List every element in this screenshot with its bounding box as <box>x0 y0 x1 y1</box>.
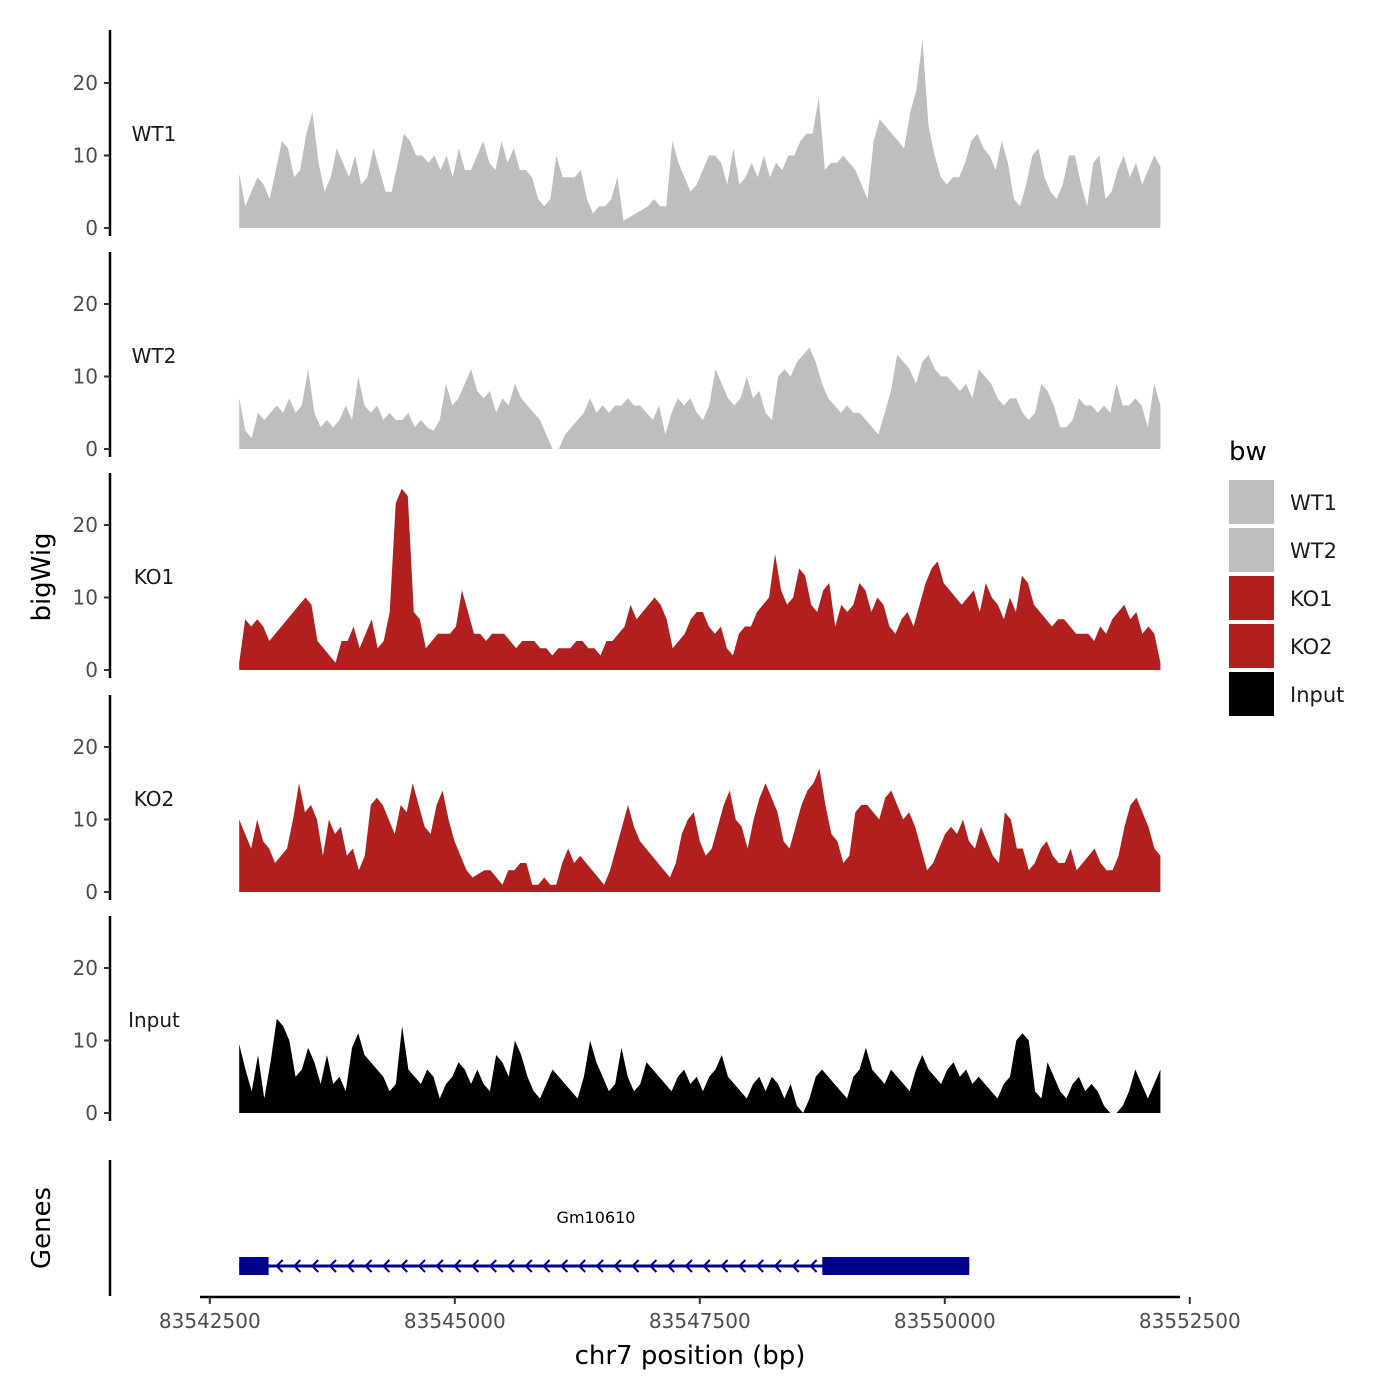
gene-gm10610: Gm10610 <box>239 1208 970 1275</box>
legend-label: WT2 <box>1290 539 1337 563</box>
track-label-ko1: KO1 <box>134 565 175 589</box>
x-axis-title: chr7 position (bp) <box>575 1341 806 1371</box>
strand-arrow <box>791 1259 800 1273</box>
strand-arrow <box>773 1259 782 1273</box>
y-tick-label: 10 <box>73 365 98 389</box>
legend-label: Input <box>1290 683 1344 707</box>
legend-item-ko1: KO1 <box>1229 576 1333 620</box>
strand-arrow <box>613 1259 622 1273</box>
strand-arrow <box>542 1259 551 1273</box>
strand-arrow <box>737 1259 747 1273</box>
y-tick-label: 0 <box>85 216 98 240</box>
legend-swatch <box>1229 576 1274 620</box>
strand-arrow <box>328 1259 337 1273</box>
strand-arrow <box>720 1259 729 1273</box>
area-ko2 <box>239 768 1161 892</box>
y-axis-title: bigWig <box>27 532 57 621</box>
gene-label: Gm10610 <box>557 1208 636 1227</box>
legend-label: KO2 <box>1290 635 1333 659</box>
strand-arrow <box>524 1259 533 1273</box>
strand-arrow <box>488 1259 497 1273</box>
y-tick-label: 0 <box>85 437 98 461</box>
y-tick-label: 10 <box>73 808 98 832</box>
legend-item-ko2: KO2 <box>1229 624 1333 668</box>
strand-arrow <box>292 1259 302 1273</box>
legend-item-wt2: WT2 <box>1229 528 1337 572</box>
strand-arrow <box>631 1259 640 1273</box>
strand-arrow <box>453 1259 462 1273</box>
strand-arrow <box>684 1259 693 1273</box>
y-tick-label: 10 <box>73 1029 98 1053</box>
strand-arrow <box>666 1259 675 1273</box>
area-input <box>239 1018 1161 1113</box>
area-wt1 <box>239 39 1161 228</box>
legend-label: KO1 <box>1290 587 1333 611</box>
y-tick-label: 0 <box>85 1101 98 1125</box>
y-tick-label: 0 <box>85 658 98 682</box>
gene-track: Gm10610 <box>108 1160 970 1296</box>
legend-swatch <box>1229 624 1274 668</box>
track-label-input: Input <box>128 1008 180 1032</box>
legend-swatch <box>1229 672 1274 716</box>
strand-arrow <box>381 1259 391 1273</box>
genes-axis-title: Genes <box>27 1187 57 1269</box>
y-tick-label: 20 <box>73 71 98 95</box>
track-label-ko2: KO2 <box>134 787 175 811</box>
strand-arrow <box>310 1259 319 1273</box>
strand-arrow <box>595 1259 604 1273</box>
track-wt1: 0 10 20 WT1 <box>73 30 1161 240</box>
strand-arrow <box>346 1259 355 1273</box>
track-ko1: 0 10 20 KO1 <box>73 473 1161 682</box>
y-tick-label: 10 <box>73 144 98 168</box>
x-tick-label: 83547500 <box>649 1309 751 1333</box>
strand-arrow <box>506 1259 515 1273</box>
y-tick-label: 10 <box>73 586 98 610</box>
area-wt2 <box>239 347 1161 449</box>
y-tick-label: 20 <box>73 735 98 759</box>
x-axis: 83542500 83545000 83547500 83550000 83552500 <box>159 1295 1241 1333</box>
legend-title: bw <box>1229 437 1267 467</box>
track-label-wt1: WT1 <box>132 122 177 146</box>
strand-arrow <box>470 1259 480 1273</box>
strand-arrow <box>577 1259 586 1273</box>
strand-arrow <box>435 1259 444 1273</box>
strand-arrow <box>399 1259 408 1273</box>
legend-item-input: Input <box>1229 672 1344 716</box>
strand-arrow <box>559 1259 569 1273</box>
y-tick-label: 20 <box>73 292 98 316</box>
legend: bw WT1 WT2 KO1 KO2 Input <box>1229 437 1344 716</box>
strand-arrow <box>702 1259 711 1273</box>
x-tick-label: 83542500 <box>159 1309 261 1333</box>
tracks-layer: 0 10 20 WT1 0 10 20 WT2 0 10 20 KO1 0 10 20 KO2 0 10 20 Inp… <box>73 30 1161 1125</box>
strand-arrow <box>364 1259 373 1273</box>
strand-arrow <box>809 1259 818 1273</box>
y-tick-label: 0 <box>85 880 98 904</box>
area-ko1 <box>239 488 1161 670</box>
track-label-wt2: WT2 <box>132 344 177 368</box>
x-tick-label: 83552500 <box>1139 1309 1241 1333</box>
y-tick-label: 20 <box>73 956 98 980</box>
legend-swatch <box>1229 528 1274 572</box>
gene-exon <box>822 1257 970 1275</box>
legend-label: WT1 <box>1290 491 1337 515</box>
y-tick-label: 20 <box>73 513 98 537</box>
x-tick-label: 83550000 <box>894 1309 996 1333</box>
legend-swatch <box>1229 480 1274 524</box>
legend-item-wt1: WT1 <box>1229 480 1337 524</box>
strand-arrow <box>275 1259 284 1273</box>
track-ko2: 0 10 20 KO2 <box>73 695 1161 904</box>
track-wt2: 0 10 20 WT2 <box>73 252 1161 461</box>
gene-exon <box>239 1257 269 1275</box>
strand-arrow <box>755 1259 764 1273</box>
x-tick-label: 83545000 <box>404 1309 506 1333</box>
strand-arrow <box>417 1259 426 1273</box>
strand-arrow <box>648 1259 658 1273</box>
track-input: 0 10 20 Input <box>73 916 1161 1125</box>
